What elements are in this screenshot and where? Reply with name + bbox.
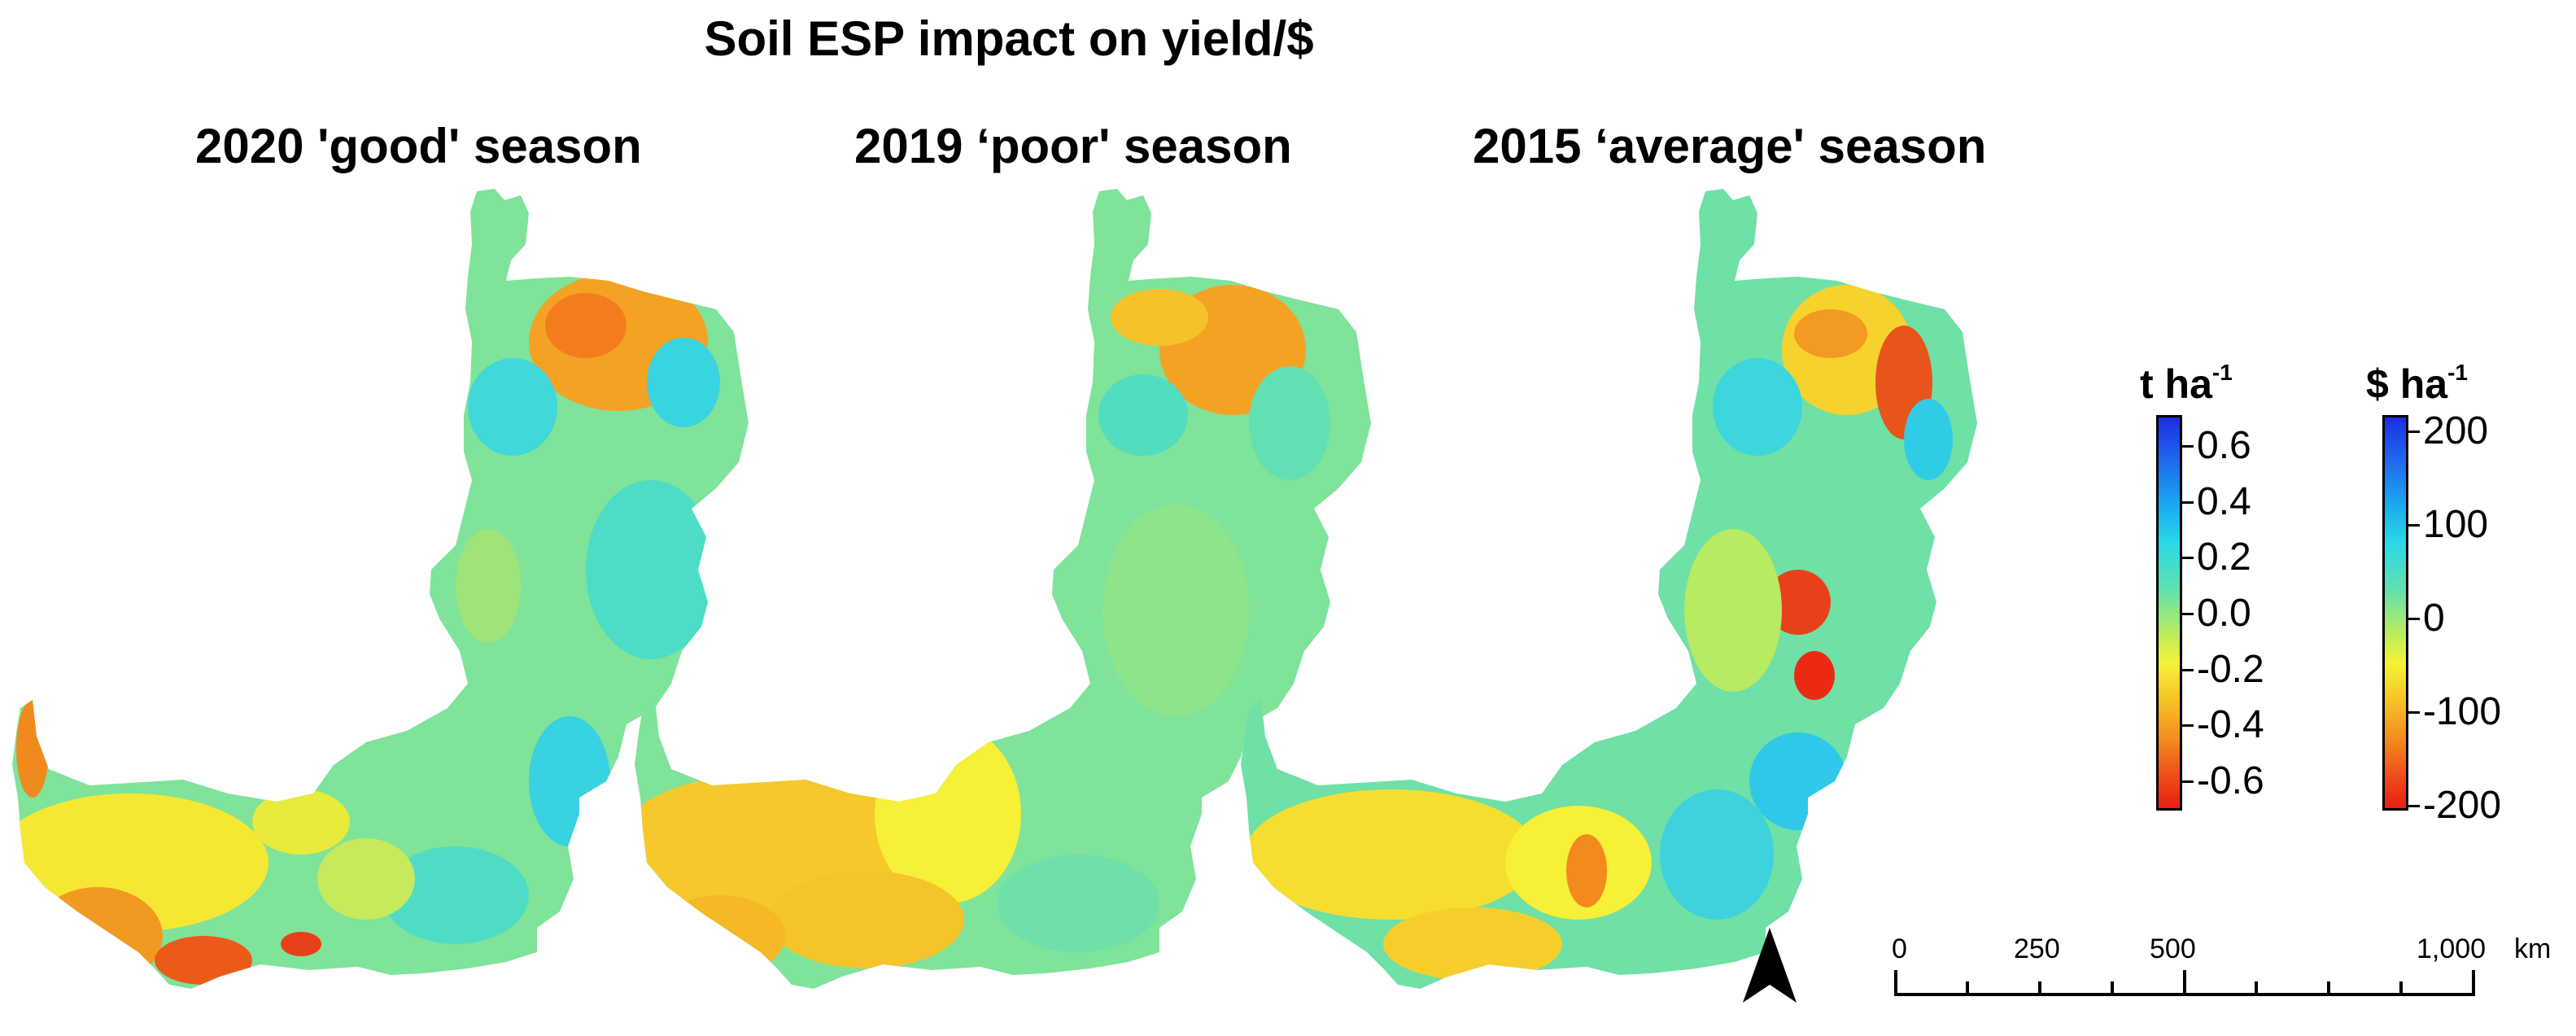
legend-yield-tick-label: 0.2	[2197, 535, 2251, 579]
legend-dollar-tick-mark	[2408, 431, 2420, 433]
legend-dollar-tick-mark	[2408, 618, 2420, 620]
legend-yield-tick-mark	[2182, 668, 2194, 671]
legend-yield-unit: t ha-1	[2140, 348, 2233, 409]
scale-label-0: 0	[1892, 933, 1907, 964]
legend-yield-tick-mark	[2182, 445, 2194, 448]
map-2020	[12, 189, 749, 989]
legend-yield-tick-mark	[2182, 780, 2194, 783]
legend-dollar-unit-sup: -1	[2447, 360, 2468, 385]
scale-unit: km	[2514, 933, 2552, 964]
legend-dollar-tick-label: 0	[2423, 597, 2445, 640]
legend-yield-tick-label: 0.4	[2197, 479, 2251, 523]
legend-dollar-tick-label: 200	[2423, 409, 2489, 452]
north-arrow-icon	[1743, 928, 1797, 1003]
maps-canvas	[12, 189, 1977, 989]
legend-yield-tick-label: 0.6	[2197, 424, 2251, 467]
map-2019	[635, 189, 1371, 989]
legend-dollar-tick-mark	[2408, 711, 2420, 714]
scale-label-1000: 1,000	[2417, 933, 2486, 964]
panel-title-2019: 2019 ‘poor' season	[854, 119, 1292, 173]
colorbar-dollar	[2382, 415, 2408, 811]
legend-dollar-tick-label: -200	[2423, 784, 2502, 827]
legend-yield-unit-text: t ha	[2140, 361, 2212, 407]
legend-yield-tick-mark	[2182, 613, 2194, 615]
panel-title-2015: 2015 ‘average' season	[1473, 119, 1987, 173]
legend-yield-tick-mark	[2182, 557, 2194, 560]
legend-dollar-tick-label: 100	[2423, 503, 2489, 546]
scale-label-500: 500	[2150, 933, 2196, 964]
scale-label-250: 250	[2014, 933, 2060, 964]
legend-dollar-unit-text: $ ha	[2366, 361, 2448, 407]
panel-title-2020: 2020 'good' season	[195, 119, 642, 173]
legend-yield-tick-mark	[2182, 724, 2194, 728]
legend-yield-unit-sup: -1	[2211, 360, 2233, 385]
figure-title: Soil ESP impact on yield/$	[704, 11, 1314, 66]
legend-yield-tick-label: -0.2	[2197, 647, 2264, 691]
scale-bar	[1894, 970, 2475, 996]
legend-yield-tick-label: -0.6	[2197, 759, 2264, 802]
legend-yield-tick-label: 0.0	[2197, 592, 2251, 635]
legend-dollar-unit: $ ha-1	[2366, 348, 2468, 409]
legend-dollar-tick-mark	[2408, 805, 2420, 807]
legend-yield-tick-mark	[2182, 501, 2194, 504]
map-2015	[1241, 189, 1977, 989]
colorbar-yield	[2156, 415, 2182, 811]
legend-dollar-tick-label: -100	[2423, 690, 2502, 733]
legend-dollar-tick-mark	[2408, 524, 2420, 527]
legend-yield-tick-label: -0.4	[2197, 703, 2264, 747]
